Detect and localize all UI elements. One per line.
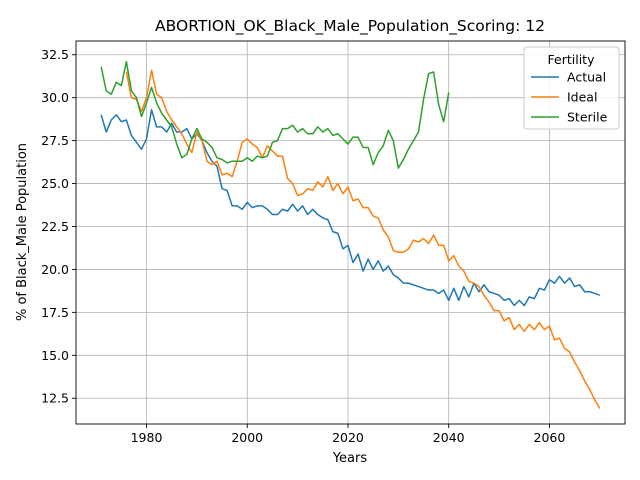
x-tick-label: 1980 [131,430,163,445]
x-tick-label: 2020 [332,430,364,445]
y-tick-label: 20.0 [41,262,69,277]
grid-layer [76,41,625,424]
chart-title: ABORTION_OK_Black_Male_Population_Scorin… [155,17,545,36]
y-tick-label: 22.5 [41,219,69,234]
series-line-sterile [100,60,450,169]
tick-layer: 1980 2000 2020 2040 2060 12.5 15.0 17.5 20.0 22.5… [41,47,565,445]
y-tick-label: 25.0 [41,176,69,191]
legend-label-ideal: Ideal [567,90,597,105]
series-line-ideal [125,69,601,409]
y-tick-label: 15.0 [41,348,69,363]
x-tick-label: 2060 [534,430,566,445]
legend-box [523,46,620,130]
x-tick-label: 2040 [433,430,465,445]
legend-label-actual: Actual [567,70,606,85]
legend-label-sterile: Sterile [567,110,608,125]
y-tick-label: 12.5 [41,391,69,406]
legend: Fertility Actual Ideal Sterile [523,46,620,130]
y-tick-label: 17.5 [41,305,69,320]
x-axis-label: Years [332,451,368,466]
legend-title: Fertility [548,52,596,67]
y-tick-label: 30.0 [41,90,69,105]
y-axis-label: % of Black_Male Population [15,143,30,321]
plot-frame [75,40,626,425]
y-tick-label: 27.5 [41,133,69,148]
y-tick-label: 32.5 [41,47,69,62]
series-layer [100,60,601,409]
series-line-actual [100,108,601,307]
x-tick-label: 2000 [231,430,263,445]
